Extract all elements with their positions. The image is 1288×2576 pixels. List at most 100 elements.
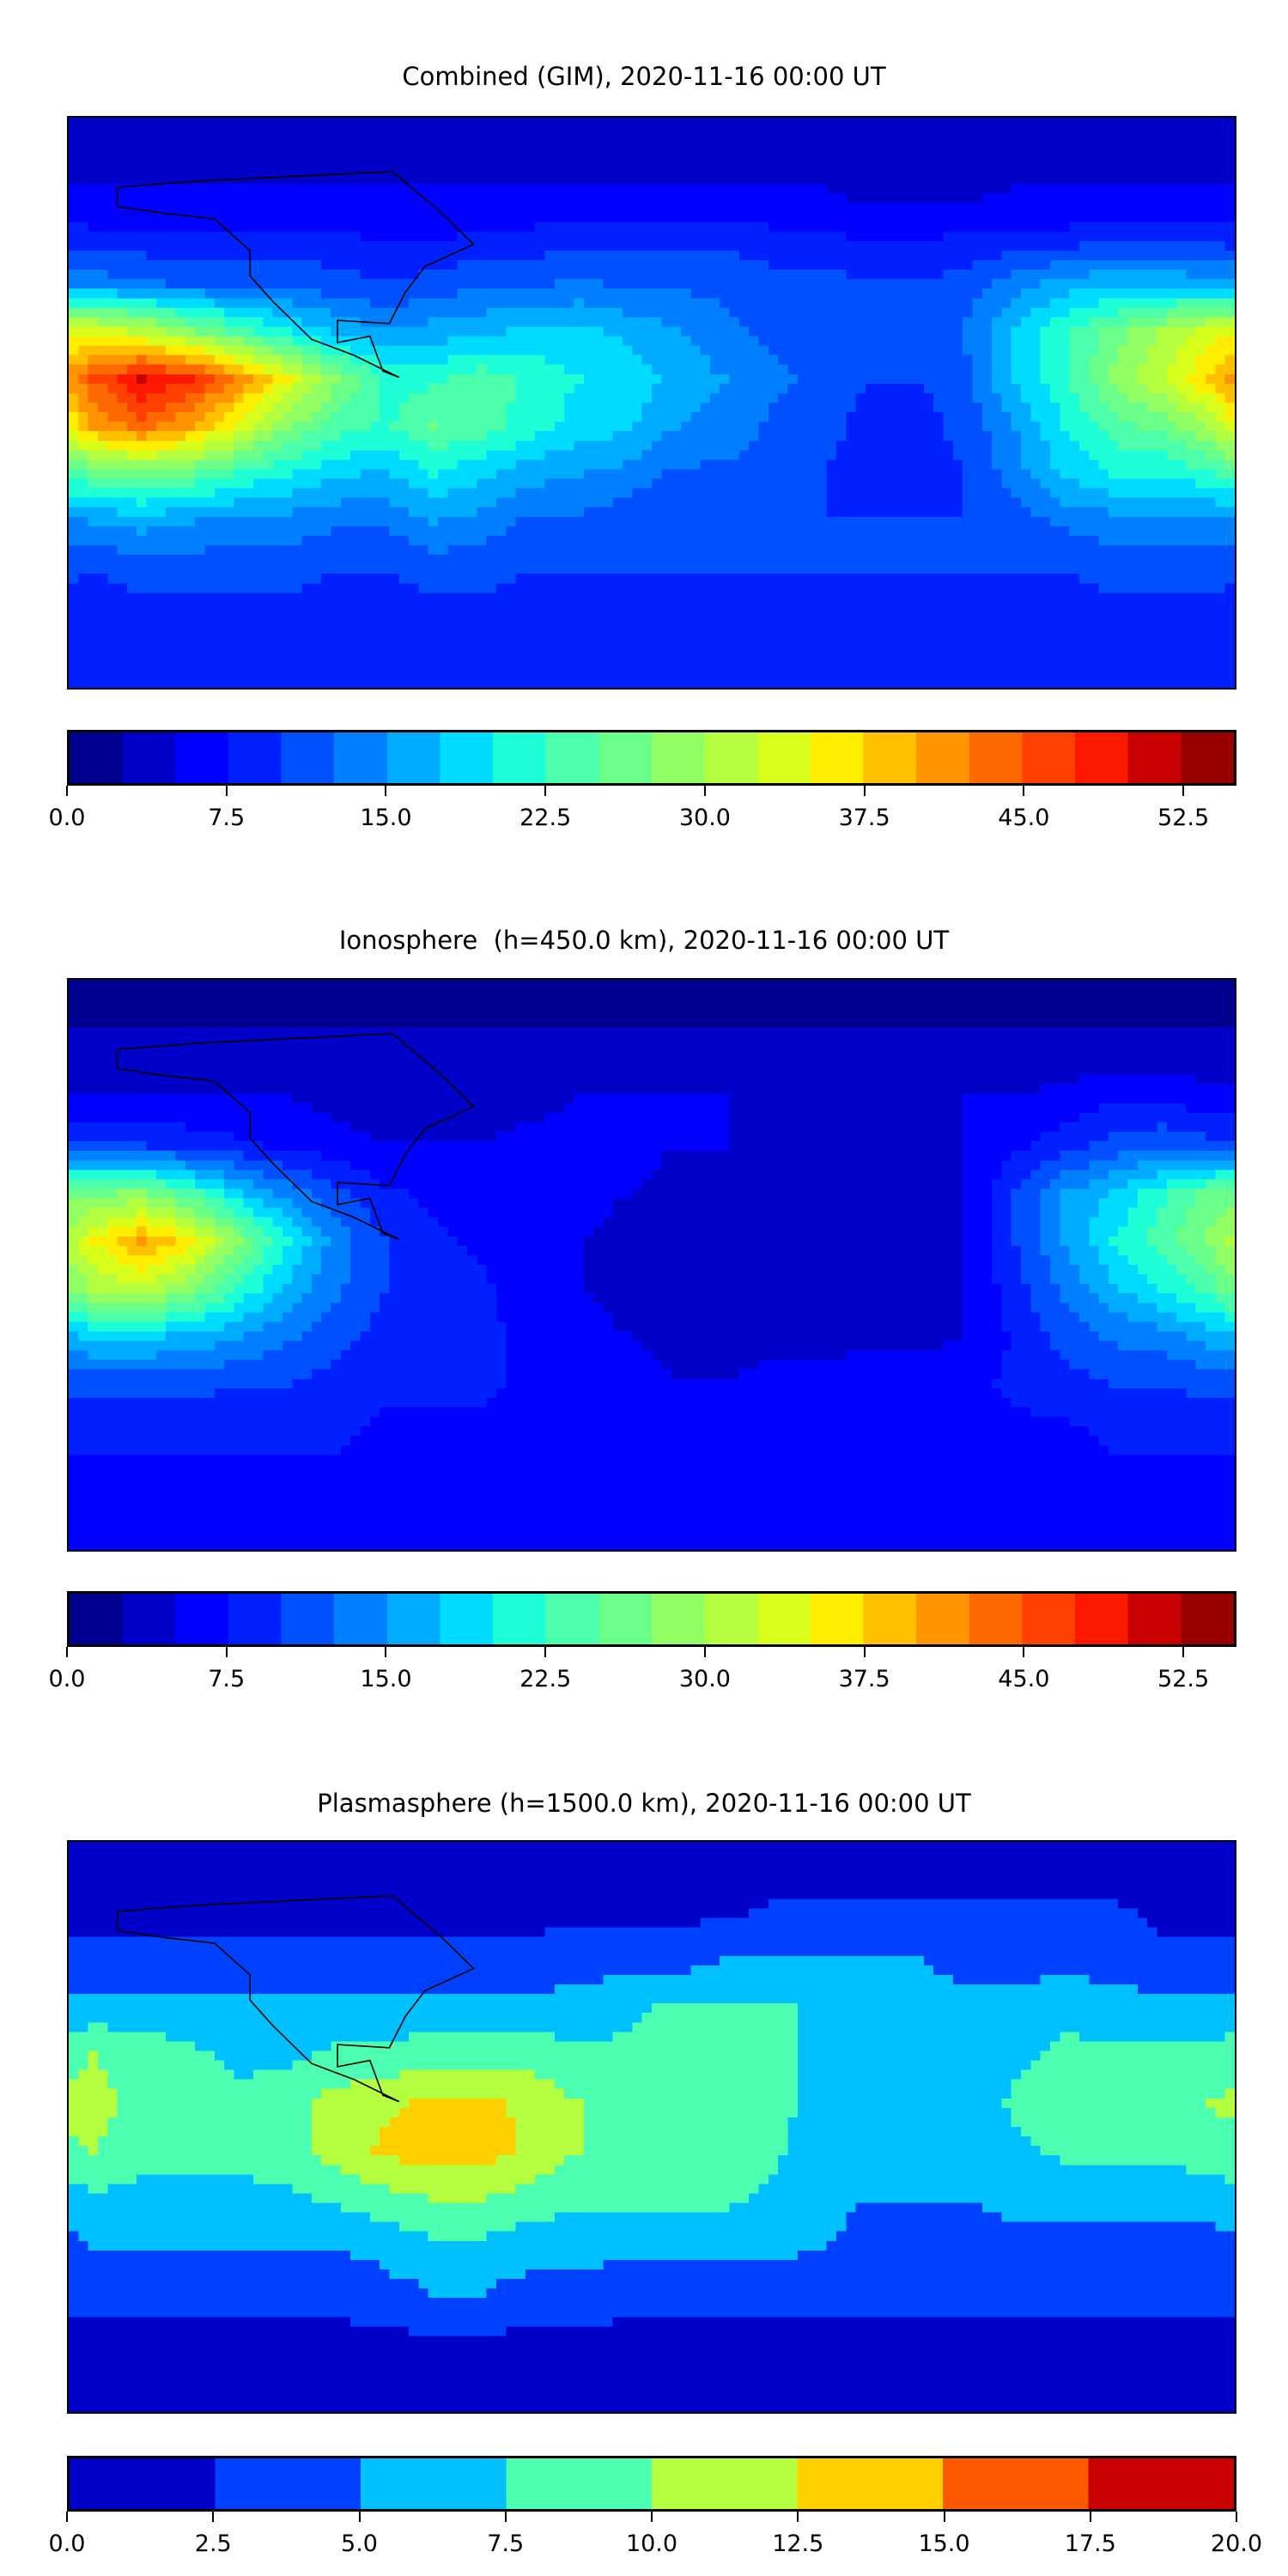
contour-cell	[992, 383, 1002, 394]
contour-cell	[88, 146, 99, 156]
contour-cell	[1089, 222, 1099, 232]
contour-cell	[875, 364, 885, 374]
contour-cell	[1118, 392, 1128, 404]
contour-cell	[1206, 146, 1216, 156]
contour-cell	[253, 155, 264, 166]
contour-cell	[1060, 174, 1070, 185]
contour-cell	[224, 403, 234, 413]
contour-cell	[981, 488, 993, 498]
contour-cell	[107, 374, 118, 385]
contour-cell	[914, 193, 925, 204]
contour-cell	[360, 345, 371, 355]
contour-cell	[224, 127, 234, 137]
contour-cell	[641, 146, 653, 156]
contour-cell	[564, 392, 574, 404]
contour-cell	[1215, 345, 1225, 355]
contour-cell	[263, 440, 273, 451]
contour-cell	[778, 203, 788, 213]
contour-cell	[389, 355, 399, 365]
contour-cell	[933, 422, 944, 432]
contour-cell	[972, 422, 982, 432]
contour-cell	[137, 440, 147, 451]
contour-cell	[301, 260, 313, 270]
contour-cell	[758, 345, 769, 355]
contour-cell	[438, 422, 448, 432]
contour-cell	[477, 364, 487, 374]
contour-cell	[1011, 231, 1022, 242]
contour-cell	[1186, 374, 1196, 385]
contour-cell	[1206, 317, 1216, 327]
contour-cell	[807, 184, 817, 194]
contour-cell	[185, 307, 196, 318]
contour-cell	[1206, 222, 1216, 232]
contour-cell	[1157, 193, 1167, 204]
contour-cell	[855, 364, 866, 374]
contour-cell	[1166, 422, 1177, 432]
contour-cell	[1157, 270, 1167, 280]
contour-cell	[282, 307, 293, 318]
contour-cell	[855, 345, 866, 355]
contour-cell	[738, 355, 750, 365]
contour-cell	[729, 412, 740, 422]
contour-cell	[933, 279, 944, 289]
contour-cell	[709, 374, 720, 385]
contour-cell	[69, 507, 79, 517]
contour-cell	[720, 212, 730, 222]
contour-cell	[574, 118, 584, 128]
contour-cell	[126, 364, 137, 374]
contour-cell	[914, 307, 925, 318]
contour-cell	[535, 459, 545, 470]
contour-cell	[69, 364, 79, 374]
contour-cell	[321, 250, 331, 261]
contour-cell	[224, 383, 234, 394]
contour-cell	[409, 507, 419, 517]
contour-cell	[69, 355, 79, 365]
contour-cell	[554, 422, 565, 432]
contour-cell	[884, 222, 896, 232]
contour-cell	[515, 507, 526, 517]
contour-cell	[311, 383, 322, 394]
contour-cell	[340, 450, 351, 460]
contour-cell	[1030, 203, 1041, 213]
contour-cell	[126, 326, 137, 337]
contour-cell	[398, 137, 410, 147]
contour-cell	[175, 317, 185, 327]
contour-cell	[155, 412, 167, 422]
contour-cell	[1078, 392, 1090, 404]
contour-cell	[204, 412, 215, 422]
contour-cell	[126, 240, 137, 252]
contour-cell	[1186, 345, 1196, 355]
contour-cell	[923, 222, 934, 232]
contour-cell	[1030, 392, 1041, 404]
contour-cell	[88, 260, 99, 270]
contour-cell	[1157, 127, 1167, 137]
contour-cell	[506, 374, 516, 385]
contour-cell	[1089, 478, 1099, 489]
contour-cell	[515, 355, 526, 365]
contour-cell	[564, 240, 574, 252]
contour-cell	[593, 193, 604, 204]
contour-cell	[846, 165, 856, 175]
contour-cell	[933, 289, 944, 299]
contour-cell	[875, 146, 885, 156]
contour-cell	[155, 279, 167, 289]
contour-cell	[574, 469, 584, 479]
contour-cell	[166, 127, 176, 137]
contour-cell	[69, 317, 79, 327]
contour-cell	[1069, 450, 1080, 460]
contour-cell	[428, 383, 439, 394]
contour-cell	[418, 440, 428, 451]
contour-cell	[807, 355, 817, 365]
contour-cell	[272, 250, 283, 261]
contour-cell	[923, 326, 934, 337]
contour-cell	[923, 364, 934, 374]
contour-cell	[272, 279, 283, 289]
contour-cell	[1108, 203, 1119, 213]
contour-cell	[107, 118, 118, 128]
contour-cell	[350, 137, 361, 147]
contour-cell	[272, 431, 283, 441]
contour-cell	[1224, 364, 1235, 374]
contour-cell	[166, 345, 176, 355]
contour-cell	[952, 155, 963, 166]
contour-cell	[389, 431, 399, 441]
